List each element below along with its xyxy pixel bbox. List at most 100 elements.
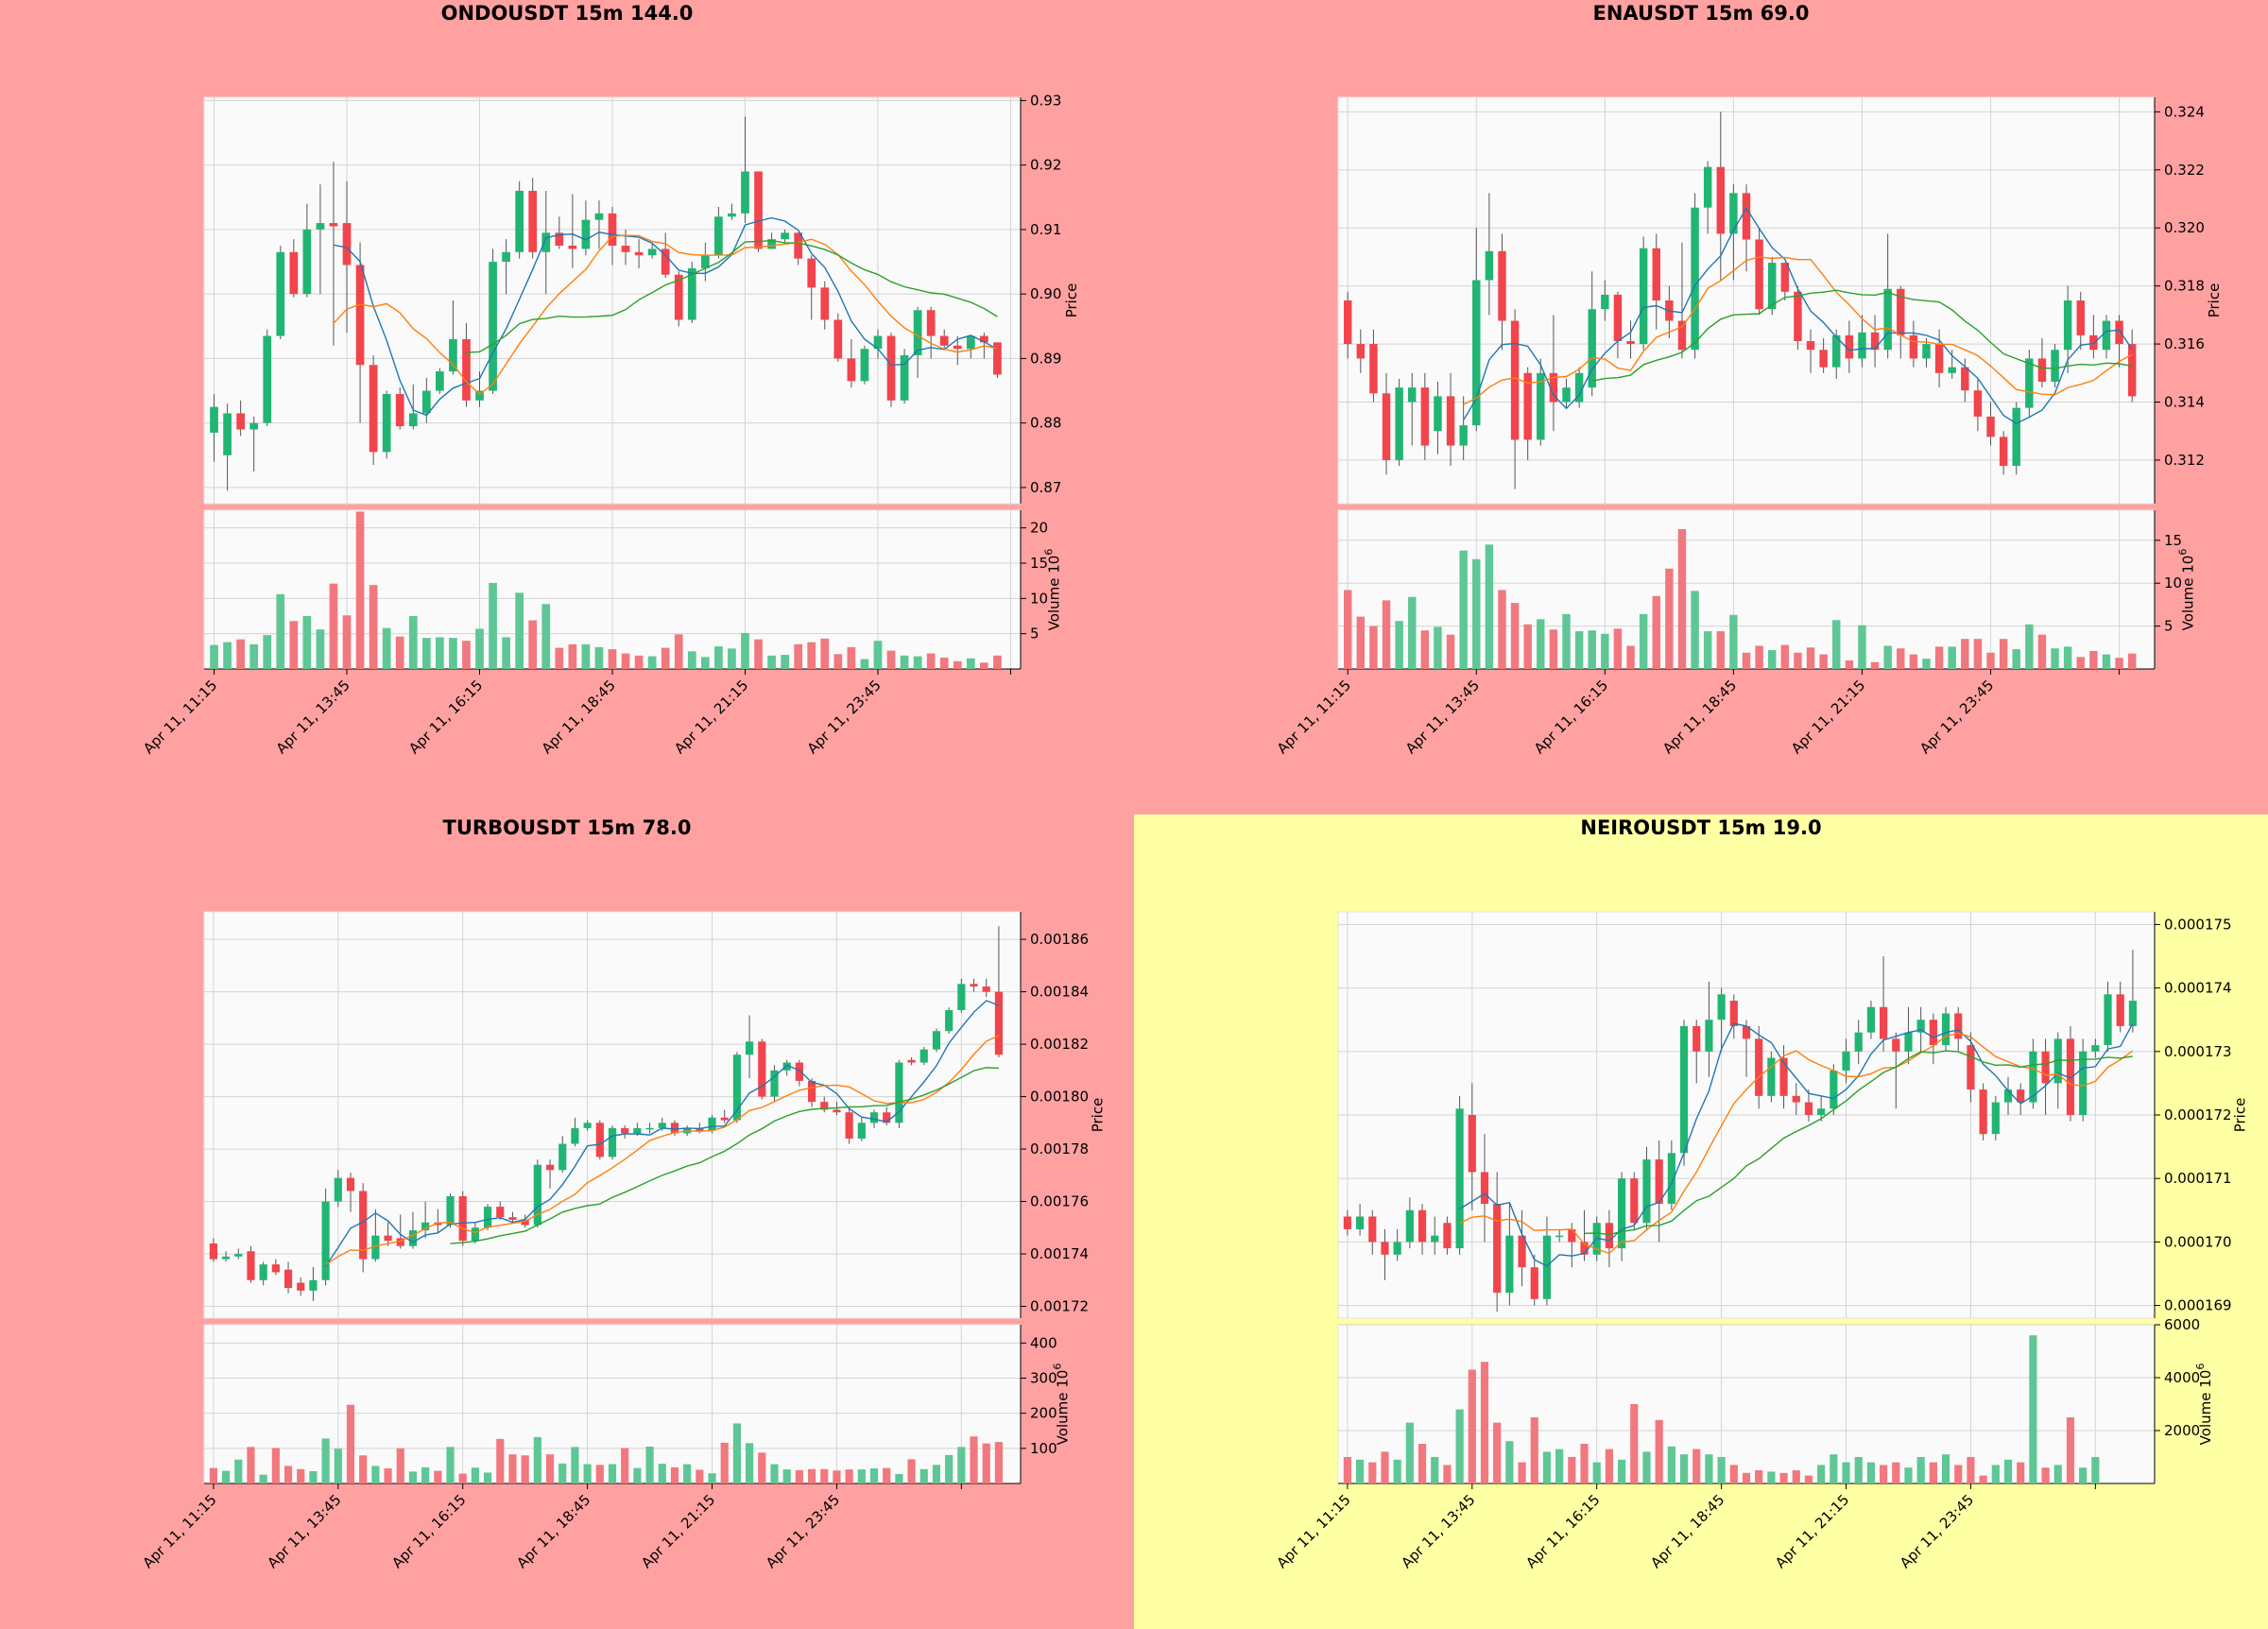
candle-up: [2051, 350, 2059, 382]
candle-down: [355, 265, 365, 366]
volume-bar: [1909, 654, 1918, 669]
volume-bar: [633, 1467, 642, 1483]
volume-bar: [886, 650, 896, 669]
candle-down: [1382, 393, 1391, 460]
volume-bar: [1530, 1417, 1538, 1483]
candle-down: [993, 342, 1002, 375]
volume-bar: [489, 582, 497, 669]
candle-up: [1717, 994, 1726, 1020]
volume-bar: [2102, 654, 2111, 669]
candle-up: [571, 1127, 579, 1144]
volume-bar: [1858, 625, 1866, 669]
candle-up: [1767, 263, 1777, 310]
candle-down: [297, 1282, 305, 1291]
ma-mid-line: [1463, 256, 2133, 405]
y-tick-label: 0.000169: [2164, 1297, 2232, 1314]
volume-bar: [1916, 1457, 1925, 1483]
candle-up: [221, 1256, 231, 1260]
candle-up: [502, 251, 510, 263]
volume-bar: [462, 641, 471, 669]
volume-bar: [714, 646, 723, 669]
volume-bar: [720, 1442, 729, 1483]
volume-bar: [770, 1464, 779, 1483]
volume-bar: [1870, 661, 1880, 669]
candle-down: [1870, 332, 1880, 351]
y-tick-label: 0.92: [1030, 157, 1061, 174]
volume-bar: [621, 1448, 629, 1483]
volume-bar: [1866, 1462, 1875, 1483]
candle-up: [2012, 407, 2020, 467]
candle-down: [236, 413, 245, 430]
volume-bar: [2066, 1417, 2075, 1483]
y-tick-label: 0.00172: [1030, 1298, 1089, 1315]
y-tick-label: 0.00184: [1030, 984, 1089, 1001]
candle-down: [1530, 1267, 1538, 1299]
candle-down: [807, 258, 816, 288]
volume-bar: [1767, 1471, 1776, 1483]
candle-down: [1794, 291, 1802, 341]
candle-up: [1941, 1013, 1950, 1046]
candle-up: [633, 1127, 642, 1134]
x-tick-label: Apr 11, 16:15: [1531, 677, 1611, 757]
candle-up: [687, 267, 696, 320]
volume-bar: [1780, 644, 1790, 669]
volume-bar: [1505, 1441, 1514, 1483]
candle-up: [1866, 1006, 1875, 1033]
candle-up: [647, 249, 657, 256]
volume-bar: [533, 1436, 541, 1483]
volume-bar: [1729, 1465, 1738, 1483]
candle-up: [210, 406, 218, 433]
candle-up: [1883, 288, 1892, 351]
candle-down: [508, 1217, 517, 1220]
candle-down: [247, 1251, 255, 1280]
volume-bar: [1626, 645, 1635, 669]
candle-down: [1605, 1223, 1613, 1249]
volume-bar: [1605, 1449, 1613, 1483]
volume-bar: [259, 1474, 267, 1483]
candle-up: [302, 229, 312, 295]
volume-bar: [1639, 613, 1648, 669]
candle-down: [1934, 344, 1944, 373]
candle-down: [1716, 166, 1726, 234]
volume-bar: [595, 1465, 604, 1483]
candle-up: [900, 355, 909, 401]
volume-bar: [1355, 1459, 1365, 1483]
candle-down: [758, 1041, 766, 1097]
candle-down: [847, 358, 856, 382]
candle-up: [2063, 300, 2072, 351]
volume-bar: [1555, 1449, 1564, 1483]
volume-bar: [1434, 626, 1442, 669]
volume-bar: [1880, 1465, 1888, 1483]
candle-up: [382, 393, 391, 453]
candle-down: [980, 335, 988, 343]
candle-down: [462, 338, 471, 401]
volume-bar: [1408, 596, 1417, 669]
x-tick-label: Apr 11, 16:15: [388, 1491, 469, 1571]
volume-bar: [1568, 1457, 1576, 1483]
volume-tick-label: 6000: [2164, 1316, 2200, 1333]
volume-bar: [2029, 1335, 2037, 1483]
volume-bar: [1961, 639, 1969, 669]
volume-bar: [661, 647, 670, 669]
volume-bar: [708, 1473, 716, 1483]
chart-title: ENAUSDT 15m 69.0: [1592, 2, 1810, 25]
candle-down: [754, 171, 763, 249]
candle-up: [533, 1164, 541, 1226]
volume-bar: [1574, 631, 1584, 669]
x-tick-label: Apr 11, 11:15: [1273, 1491, 1353, 1571]
candle-up: [1691, 207, 1699, 351]
candle-down: [555, 232, 564, 246]
volume-bar: [980, 662, 988, 669]
x-axis: Apr 11, 11:15 Apr 11, 13:45 Apr 11, 16:15 A…: [139, 1483, 1021, 1571]
candle-up: [1767, 1057, 1776, 1096]
volume-bar: [820, 638, 830, 669]
volume-bar: [857, 1469, 866, 1483]
x-tick-label: Apr 11, 13:45: [1398, 1491, 1478, 1571]
volume-bar: [408, 616, 418, 669]
candle-down: [1755, 239, 1763, 310]
candle-down: [1804, 1102, 1813, 1115]
ma-mid-line: [325, 1035, 1000, 1265]
volume-bar: [221, 1470, 231, 1483]
candle-down: [1418, 1209, 1427, 1243]
volume-bar: [1549, 629, 1558, 669]
